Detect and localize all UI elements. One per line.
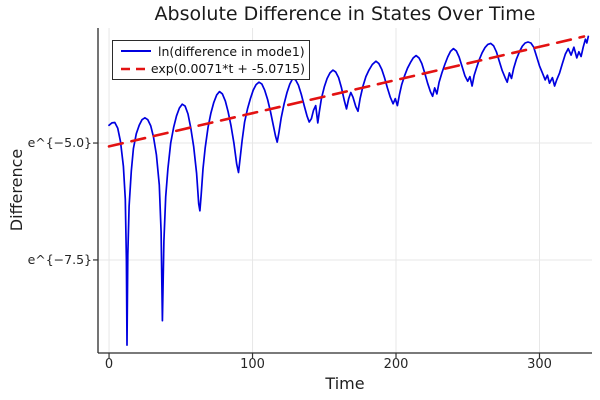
legend-line-red-icon [121,67,145,70]
x-tick-label: 300 [527,357,552,372]
legend-label-exp-fit: exp(0.0071*t + -5.0715) [150,61,305,77]
x-tick-label: 100 [240,357,265,372]
series-ln-difference-mode1 [108,35,590,346]
legend-line-blue-icon [121,50,151,53]
y-tick-label: e^{−5.0} [27,135,92,151]
x-tick-label: 200 [383,357,409,372]
y-axis-label: Difference [7,148,26,232]
legend-entry-ln-difference: ln(difference in mode1) [120,43,305,60]
x-tick-label: 0 [104,357,114,372]
series-exp-fit [107,35,586,148]
legend-entry-exp-fit: exp(0.0071*t + -5.0715) [120,61,305,78]
x-axis-label: Time [325,374,365,393]
legend-label-ln-difference: ln(difference in mode1) [158,43,305,59]
y-tick-label: e^{−7.5} [27,251,92,267]
legend-box: ln(difference in mode1) exp(0.0071*t + -… [112,40,310,80]
chart-title: Absolute Difference in States Over Time [154,3,536,25]
